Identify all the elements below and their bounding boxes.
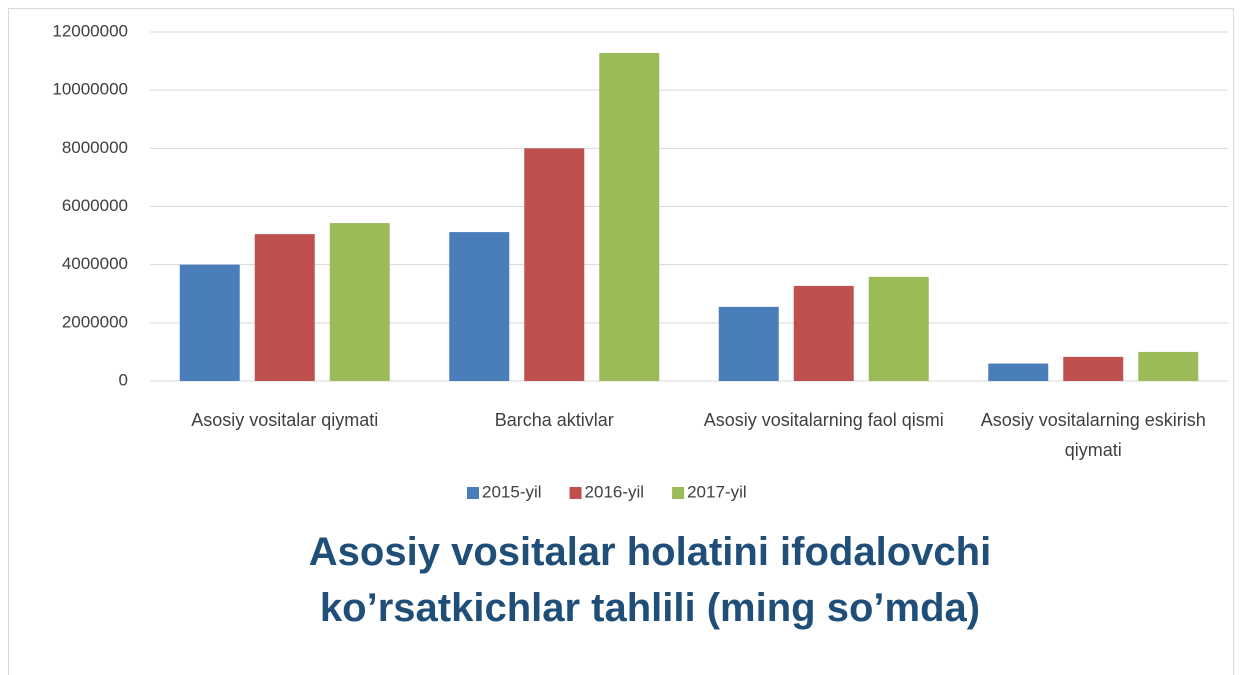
y-tick-label: 10000000 (52, 80, 128, 99)
legend-swatch (672, 487, 685, 499)
bar (599, 52, 660, 381)
bar (1063, 356, 1124, 381)
bar (179, 264, 240, 381)
y-tick-label: 6000000 (62, 196, 128, 215)
bar (988, 363, 1049, 381)
legend-swatch (569, 487, 582, 499)
bar (868, 276, 929, 381)
x-tick-label: Asosiy vositalarning eskirish qiymati (980, 410, 1206, 460)
x-tick-label: Asosiy vositalarning faol qismi (703, 410, 944, 430)
y-tick-label: 4000000 (62, 254, 128, 273)
y-tick-label: 0 (119, 370, 128, 389)
x-tick-label: Barcha aktivlar (494, 410, 614, 430)
bar (254, 234, 315, 381)
y-tick-label: 8000000 (62, 138, 128, 157)
chart-frame (8, 8, 1234, 675)
y-tick-label: 12000000 (52, 21, 128, 40)
legend-label: 2016-yil (585, 482, 645, 501)
legend-label: 2017-yil (687, 482, 747, 501)
bar (449, 232, 510, 381)
y-tick-label: 2000000 (62, 312, 128, 331)
bar (1138, 351, 1199, 381)
legend-swatch (467, 487, 479, 499)
x-tick-label: Asosiy vositalar qiymati (191, 410, 379, 430)
bar (718, 306, 779, 381)
bar (329, 223, 390, 381)
bar (524, 148, 585, 381)
legend-label: 2015-yil (482, 482, 542, 501)
chart-title: Asosiy vositalar holatini ifodalovchi ko… (308, 530, 992, 630)
bar (793, 285, 854, 381)
